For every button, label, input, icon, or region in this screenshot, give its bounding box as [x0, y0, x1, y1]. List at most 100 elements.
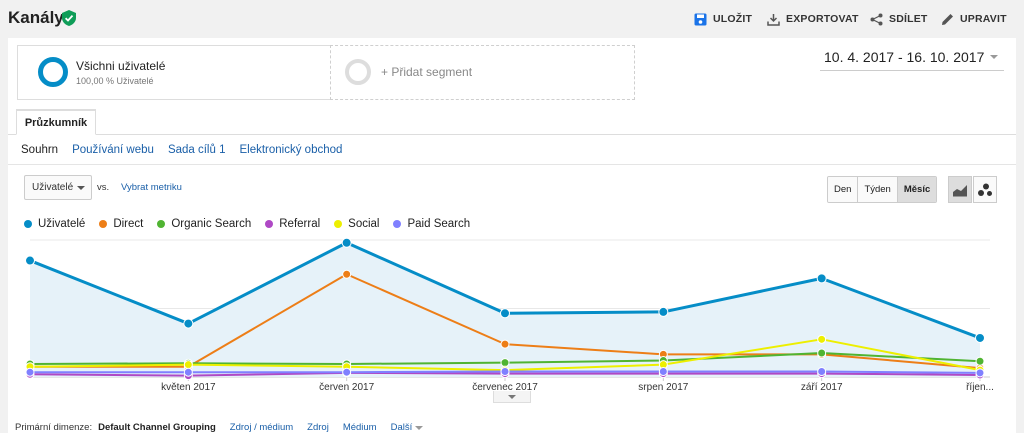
- data-point: [25, 367, 35, 377]
- data-point: [817, 334, 827, 344]
- bubble-chart-icon: [978, 183, 992, 196]
- data-point: [816, 273, 827, 284]
- legend-item[interactable]: Direct: [99, 218, 143, 230]
- legend-swatch: [157, 220, 166, 228]
- data-point: [975, 356, 985, 366]
- pencil-icon: [942, 13, 953, 25]
- legend-item[interactable]: Uživatelé: [24, 218, 85, 230]
- data-point: [183, 360, 193, 370]
- legend-item[interactable]: Referral: [265, 218, 320, 230]
- segment-all-users[interactable]: Všichni uživatelé 100,00 % Uživatelé: [17, 45, 347, 100]
- users-area: [30, 242, 980, 377]
- legend-item[interactable]: Social: [334, 218, 379, 230]
- save-button[interactable]: ULOŽIT: [694, 11, 752, 27]
- dimension-option-source[interactable]: Zdroj: [307, 422, 329, 433]
- subnav-goal-set[interactable]: Sada cílů 1: [167, 144, 226, 156]
- floppy-disk-icon: [694, 13, 707, 25]
- y-tick-label: 1 000: [33, 238, 57, 240]
- subnav-divider: [8, 164, 1016, 165]
- x-tick-label: červen 2017: [319, 382, 374, 393]
- data-point: [500, 358, 510, 368]
- subnav-site-usage[interactable]: Používání webu: [72, 144, 154, 156]
- data-point: [975, 332, 985, 343]
- data-point: [975, 368, 985, 378]
- segment-name: Všichni uživatelé: [76, 59, 166, 73]
- explorer-subnav: Souhrn Používání webu Sada cílů 1 Elektr…: [21, 144, 342, 156]
- data-point: [342, 269, 352, 279]
- primary-dimension-label: Primární dimenze:: [15, 422, 93, 433]
- data-point: [342, 367, 352, 377]
- date-range-underline: [820, 70, 1004, 71]
- legend-label: Referral: [279, 218, 321, 230]
- data-point: [183, 318, 194, 329]
- data-point: [500, 339, 510, 349]
- chevron-down-icon: [990, 55, 999, 59]
- download-icon: [767, 13, 780, 26]
- legend-swatch: [334, 220, 343, 228]
- data-point: [658, 306, 669, 317]
- legend-label: Uživatelé: [38, 218, 86, 230]
- primary-dimension-current: Default Channel Grouping: [98, 422, 216, 433]
- legend-swatch: [99, 220, 108, 228]
- subnav-ecommerce[interactable]: Elektronický obchod: [239, 144, 343, 156]
- report-title: Kanály: [8, 8, 64, 27]
- legend-swatch: [265, 220, 274, 228]
- save-label: ULOŽIT: [713, 13, 753, 25]
- dimension-option-source-medium[interactable]: Zdroj / médium: [229, 422, 294, 433]
- data-point: [183, 367, 193, 377]
- legend-label: Social: [348, 218, 380, 230]
- verified-shield-icon: [62, 10, 76, 26]
- chart-expand-toggle[interactable]: [493, 391, 531, 403]
- chart-legend: Uživatelé Direct Organic Search Referral Soc…: [24, 218, 484, 230]
- date-range-label: 10. 4. 2017 - 16. 10. 2017: [824, 49, 985, 65]
- x-tick-label: srpen 2017: [638, 382, 688, 393]
- dropdown-caret-icon: [77, 185, 85, 190]
- dimension-more-label: Další: [390, 422, 413, 433]
- edit-button[interactable]: UPRAVIT: [941, 11, 1007, 27]
- segment-percent: 100,00 % Uživatelé: [76, 76, 154, 86]
- x-tick-label: květen 2017: [161, 382, 216, 393]
- tab-divider: [8, 134, 1016, 135]
- export-button[interactable]: EXPORTOVAT: [767, 11, 859, 27]
- edit-label: UPRAVIT: [960, 13, 1007, 25]
- data-point: [817, 348, 827, 358]
- granularity-month[interactable]: Měsíc: [897, 177, 937, 202]
- report-header: Kanály ULOŽIT EXPORTOVAT SDÍLET UPRA: [0, 0, 1024, 38]
- empty-segment-ring-icon: [345, 59, 371, 85]
- expand-down-icon: [508, 394, 516, 399]
- metric-select[interactable]: Uživatelé: [24, 175, 92, 200]
- line-chart-view-button[interactable]: [948, 176, 972, 203]
- x-tick-label: září 2017: [801, 382, 843, 393]
- legend-swatch: [393, 220, 402, 228]
- granularity-day[interactable]: Den: [828, 177, 859, 202]
- data-point: [817, 367, 827, 377]
- legend-item[interactable]: Paid Search: [393, 218, 470, 230]
- dimension-option-medium[interactable]: Médium: [342, 422, 377, 433]
- export-label: EXPORTOVAT: [786, 13, 859, 25]
- data-point: [500, 367, 510, 377]
- metric-select-value: Uživatelé: [32, 182, 74, 193]
- date-range-picker[interactable]: 10. 4. 2017 - 16. 10. 2017: [824, 49, 999, 65]
- chevron-down-icon: [415, 425, 424, 430]
- data-point: [25, 255, 35, 266]
- add-segment-label: + Přidat segment: [381, 65, 473, 79]
- share-button[interactable]: SDÍLET: [870, 11, 928, 27]
- data-point: [500, 308, 510, 319]
- legend-label: Paid Search: [407, 218, 471, 230]
- line-chart-icon: [953, 184, 967, 196]
- dimension-more-dropdown[interactable]: Další: [391, 422, 424, 433]
- granularity-toggle: Den Týden Měsíc: [827, 176, 938, 203]
- legend-item[interactable]: Organic Search: [157, 218, 251, 230]
- share-icon: [870, 13, 883, 25]
- x-tick-label: červenec 2017: [472, 382, 538, 393]
- select-metric-link[interactable]: Vybrat metriku: [121, 182, 182, 193]
- x-tick-label: říjen...: [966, 382, 994, 393]
- report-panel: Všichni uživatelé 100,00 % Uživatelé + P…: [8, 38, 1016, 433]
- granularity-week[interactable]: Týden: [858, 177, 898, 202]
- tab-explorer[interactable]: Průzkumník: [16, 109, 96, 135]
- add-segment-button[interactable]: + Přidat segment: [330, 45, 635, 100]
- data-point: [658, 367, 668, 377]
- subnav-summary[interactable]: Souhrn: [21, 144, 59, 156]
- data-point: [341, 238, 352, 248]
- motion-chart-view-button[interactable]: [973, 176, 997, 203]
